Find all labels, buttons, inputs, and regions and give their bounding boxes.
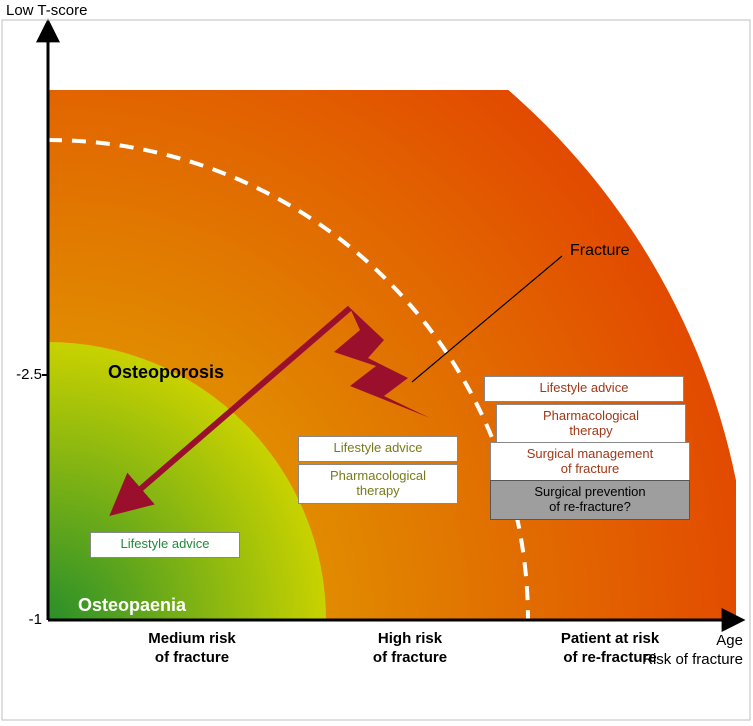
- fracture-label: Fracture: [570, 242, 630, 260]
- high-risk-box: Pharmacologicaltherapy: [298, 464, 458, 504]
- zone-label: Osteoporosis: [108, 362, 224, 383]
- diagram-stage: Low T-score: [0, 0, 753, 726]
- medium-risk-box: Lifestyle advice: [90, 532, 240, 558]
- y-tick-label: -2.5: [2, 366, 42, 383]
- refracture-risk-box: Surgical preventionof re-fracture?: [490, 480, 690, 520]
- refracture-risk-box: Lifestyle advice: [484, 376, 684, 402]
- x-axis-title: AgeRisk of fracture: [642, 632, 743, 670]
- high-risk-box: Lifestyle advice: [298, 436, 458, 462]
- refracture-risk-box: Pharmacologicaltherapy: [496, 404, 686, 444]
- x-category-label: Medium riskof fracture: [112, 630, 272, 668]
- refracture-risk-box: Surgical managementof fracture: [490, 442, 690, 482]
- zone-label: Osteopaenia: [78, 595, 186, 616]
- y-tick-label: -1: [2, 611, 42, 628]
- x-category-label: High riskof fracture: [330, 630, 490, 668]
